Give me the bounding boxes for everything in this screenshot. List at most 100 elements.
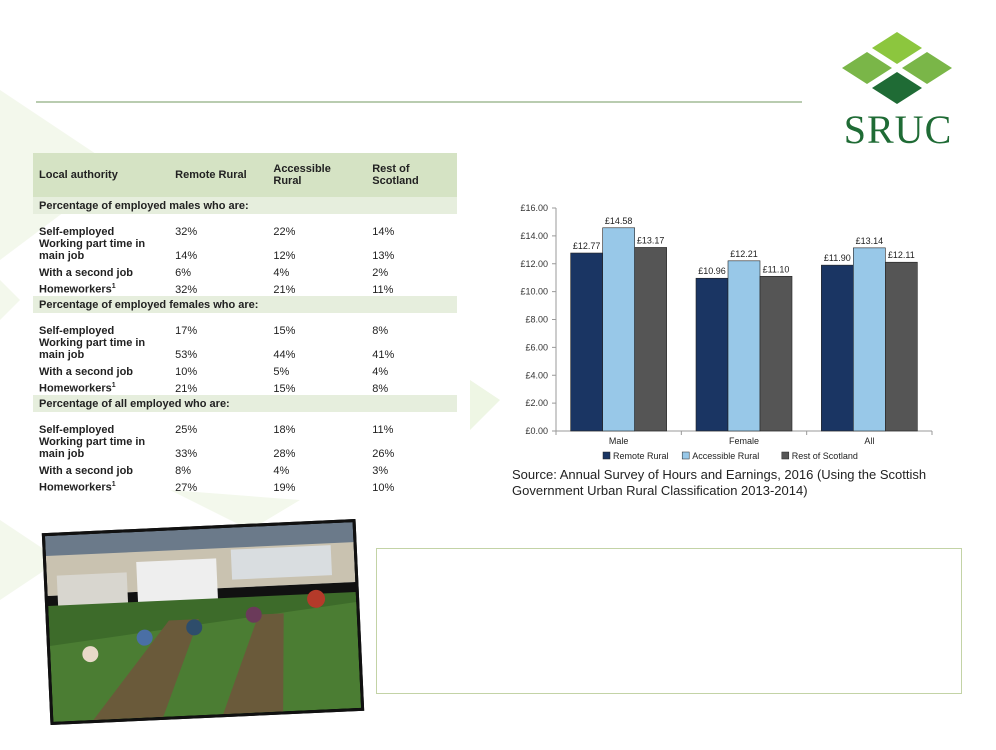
cell-value: 27% xyxy=(175,482,198,494)
section-row: Percentage of employed males who are: xyxy=(33,197,457,214)
cell-value: 10% xyxy=(175,366,198,378)
table-row: With a second job 10% 5% 4% xyxy=(33,361,457,378)
bar xyxy=(570,252,603,432)
cell-value: 5% xyxy=(273,366,290,378)
cell-value: 17% xyxy=(175,325,198,337)
legend-swatch xyxy=(602,451,611,460)
y-tick-label: £8.00 xyxy=(525,315,548,325)
y-tick-label: £12.00 xyxy=(520,259,548,269)
bar xyxy=(727,260,761,432)
bar xyxy=(853,247,886,432)
cell-value: 33% xyxy=(175,448,198,460)
table-row: Self-employed 17% 15% 8% xyxy=(33,313,457,337)
x-tick-label: All xyxy=(864,436,874,446)
data-label: £12.11 xyxy=(888,250,915,260)
header-rest-of-scotland: Rest of Scotland xyxy=(366,153,457,197)
farm-workers-photo xyxy=(41,518,365,726)
data-label: £11.10 xyxy=(763,264,790,274)
row-label-text: Self-employed xyxy=(39,325,115,337)
y-tick-label: £4.00 xyxy=(525,370,548,380)
row-label: Self-employed xyxy=(33,412,169,436)
cell-value: 32% xyxy=(175,284,198,296)
data-label: £12.77 xyxy=(573,241,601,251)
row-label: With a second job xyxy=(33,262,169,279)
bar xyxy=(634,247,667,432)
header-divider xyxy=(36,101,802,103)
legend-label: Accessible Rural xyxy=(692,451,759,461)
legend-swatch xyxy=(681,451,690,460)
row-label: Homeworkers1 xyxy=(33,477,169,494)
table-row: With a second job 8% 4% 3% xyxy=(33,460,457,477)
chart-source: Source: Annual Survey of Hours and Earni… xyxy=(512,467,927,498)
section-title: Percentage of all employed who are: xyxy=(33,395,457,412)
y-tick-label: £10.00 xyxy=(520,287,548,297)
section-row: Percentage of employed females who are: xyxy=(33,296,457,313)
row-label: Self-employed xyxy=(33,313,169,337)
cell-value: 32% xyxy=(175,226,198,238)
table-row: Homeworkers1 21% 15% 8% xyxy=(33,378,457,395)
table-row: Self-employed 32% 22% 14% xyxy=(33,214,457,238)
bar xyxy=(885,261,918,432)
legend-label: Remote Rural xyxy=(613,451,669,461)
cell-value: 8% xyxy=(372,383,389,395)
legend-swatch xyxy=(781,451,790,460)
cell-value: 2% xyxy=(372,267,389,279)
legend-label: Rest of Scotland xyxy=(792,451,858,461)
cell-value: 10% xyxy=(372,482,395,494)
data-label: £11.90 xyxy=(824,253,851,263)
table-row: With a second job 6% 4% 2% xyxy=(33,262,457,279)
row-label-text: Homeworkers xyxy=(39,383,112,395)
table-row: Self-employed 25% 18% 11% xyxy=(33,412,457,436)
cell-value: 26% xyxy=(372,448,395,460)
data-label: £13.17 xyxy=(637,235,665,245)
header-remote-rural: Remote Rural xyxy=(169,153,268,197)
cell-value: 12% xyxy=(273,250,296,262)
cell-value: 3% xyxy=(372,465,389,477)
row-label-text: Homeworkers xyxy=(39,482,112,494)
cell-value: 18% xyxy=(273,424,296,436)
row-label-text: Self-employed xyxy=(39,424,115,436)
section-title: Percentage of employed males who are: xyxy=(33,197,457,214)
y-tick-label: £0.00 xyxy=(525,426,548,436)
footnote-marker: 1 xyxy=(111,481,116,489)
hourly-earnings-chart: £0.00 £2.00 £4.00 £6.00 £8.00 £10.00 £12.00 £14… xyxy=(520,203,933,461)
row-label-text: Working part time in main job xyxy=(39,337,146,361)
cell-value: 11% xyxy=(372,424,394,436)
cell-value: 13% xyxy=(372,250,395,262)
data-label: £14.58 xyxy=(605,216,633,226)
table-header-row: Local authority Remote Rural Accessible … xyxy=(33,153,457,197)
data-label: £10.96 xyxy=(698,266,726,276)
table-row: Working part time in main job 33% 28% 26% xyxy=(33,436,457,460)
cell-value: 21% xyxy=(273,284,296,296)
cell-value: 6% xyxy=(175,267,192,279)
row-label: With a second job xyxy=(33,361,169,378)
table-body: Percentage of employed males who are: Sel… xyxy=(33,197,457,494)
cell-value: 14% xyxy=(372,226,395,238)
bar xyxy=(821,264,854,432)
cell-value: 11% xyxy=(372,284,394,296)
table-row: Working part time in main job 53% 44% 41% xyxy=(33,337,457,361)
row-label: With a second job xyxy=(33,460,169,477)
x-tick-label: Male xyxy=(609,436,629,446)
row-label-text: With a second job xyxy=(39,267,134,279)
employment-stats-table: Local authority Remote Rural Accessible … xyxy=(33,153,457,494)
info-box xyxy=(376,548,962,694)
row-label-text: Self-employed xyxy=(39,226,115,238)
cell-value: 21% xyxy=(175,383,198,395)
cell-value: 15% xyxy=(273,325,296,337)
section-row: Percentage of all employed who are: xyxy=(33,395,457,412)
row-label: Working part time in main job xyxy=(33,238,169,262)
logo-text: SRUC xyxy=(843,107,953,152)
cell-value: 8% xyxy=(372,325,389,337)
row-label-text: Working part time in main job xyxy=(39,436,146,460)
cell-value: 15% xyxy=(273,383,296,395)
y-tick-label: £2.00 xyxy=(525,398,548,408)
cell-value: 19% xyxy=(273,482,296,494)
y-tick-label: £14.00 xyxy=(520,231,548,241)
cell-value: 14% xyxy=(175,250,198,262)
header-accessible-rural: Accessible Rural xyxy=(267,153,367,197)
y-tick-label: £16.00 xyxy=(520,203,548,213)
bar xyxy=(602,227,635,432)
cell-value: 41% xyxy=(372,349,395,361)
data-label: £12.21 xyxy=(730,249,758,259)
